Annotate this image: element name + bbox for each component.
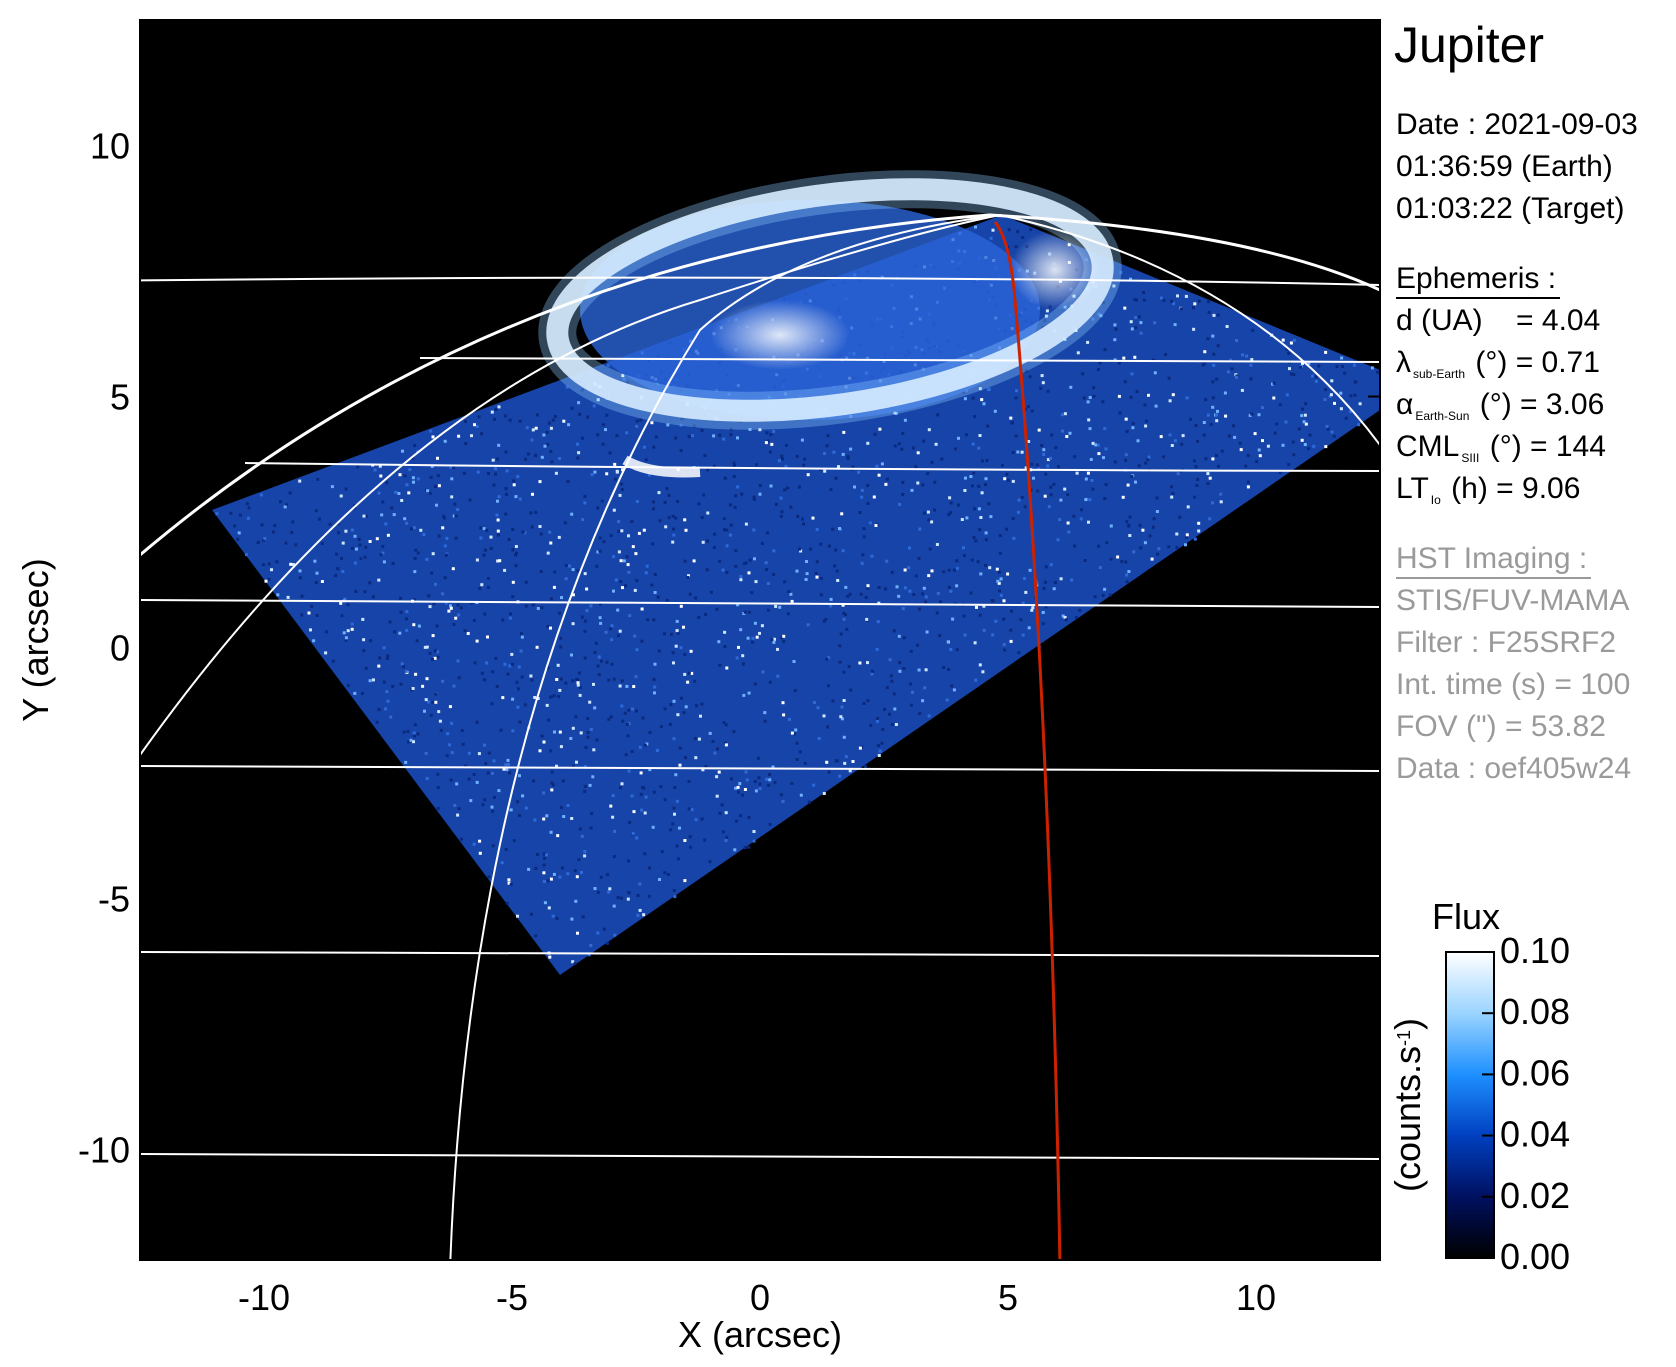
auroral-oval — [546, 178, 1114, 422]
target-time: 01:03:22 (Target) — [1396, 192, 1625, 225]
integration-time: Int. time (s) = 100 — [1396, 668, 1631, 701]
io-footprint-emission — [622, 455, 701, 478]
dataset-id: Data : oef405w24 — [1396, 752, 1632, 785]
colorbar-tick-label: 0.00 — [1500, 1236, 1570, 1277]
distance-row: d (UA) = 4.04 — [1396, 304, 1601, 337]
filter: Filter : F25SRF2 — [1396, 626, 1617, 659]
local-time-row: LT Io (h) = 9.06 — [1396, 472, 1581, 507]
instrument: STIS/FUV-MAMA — [1396, 584, 1630, 617]
y-tick-label: 0 — [110, 628, 130, 669]
y-tick-label: -5 — [98, 879, 130, 920]
y-tick-label: -10 — [78, 1130, 130, 1171]
date-line: Date : 2021-09-03 — [1396, 108, 1638, 141]
dawn-bright-spot — [1010, 230, 1100, 310]
y-tick-label: 10 — [90, 126, 130, 167]
sub-earth-latitude-row: λ sub-Earth (°) = 0.71 — [1396, 346, 1600, 381]
colorbar — [1445, 951, 1495, 1259]
polar-bright-spot — [710, 300, 850, 370]
x-tick-label: 5 — [998, 1277, 1018, 1318]
colorbar-tick-label: 0.08 — [1500, 991, 1570, 1032]
x-axis-label: X (arcsec) — [678, 1314, 842, 1355]
auroral-oval-halo — [538, 170, 1122, 430]
x-tick-label: 10 — [1236, 1277, 1276, 1318]
field-of-view: FOV (") = 53.82 — [1396, 710, 1606, 743]
longitude-grid — [140, 213, 1380, 1260]
colorbar-tick-label: 0.02 — [1500, 1175, 1570, 1216]
x-tick-label: -5 — [496, 1277, 528, 1318]
x-tick-label: 0 — [750, 1277, 770, 1318]
cml-row: CML SIII (°) = 144 — [1396, 430, 1606, 465]
colorbar-tick-label: 0.04 — [1500, 1114, 1570, 1155]
hst-header: HST Imaging : — [1396, 541, 1592, 579]
colorbar-unit-label: (counts.s-1) — [1387, 1018, 1428, 1192]
colorbar-tick-label: 0.10 — [1500, 930, 1570, 971]
earth-time: 01:36:59 (Earth) — [1396, 150, 1613, 183]
colorbar-ticks: 0.10 0.08 0.06 0.04 0.02 0.00 — [1482, 930, 1570, 1277]
colorbar-tick-label: 0.06 — [1500, 1052, 1570, 1093]
detector-footprint — [212, 215, 1380, 975]
x-axis-ticks: -10 -5 0 5 10 — [238, 20, 1276, 1318]
x-tick-label: -10 — [238, 1277, 290, 1318]
phase-angle-row: α Earth-Sun (°) = 3.06 — [1396, 388, 1605, 423]
y-tick-label: 5 — [110, 377, 130, 418]
y-axis-ticks: -10 -5 0 5 10 — [78, 126, 1380, 1171]
y-axis-label: Y (arcsec) — [15, 558, 56, 721]
chart-title: Jupiter — [1394, 17, 1545, 73]
observation-info: Date : 2021-09-03 01:36:59 (Earth) 01:03… — [1396, 104, 1638, 230]
io-footprint-line — [993, 221, 1062, 1260]
hst-imaging-block: HST Imaging : STIS/FUV-MAMA Filter : F25… — [1396, 538, 1631, 790]
ephemeris-block: Ephemeris : d (UA) = 4.04 λ sub-Earth (°)… — [1396, 258, 1606, 510]
colorbar-title: Flux — [1432, 896, 1501, 937]
ephemeris-header: Ephemeris : — [1396, 261, 1561, 299]
